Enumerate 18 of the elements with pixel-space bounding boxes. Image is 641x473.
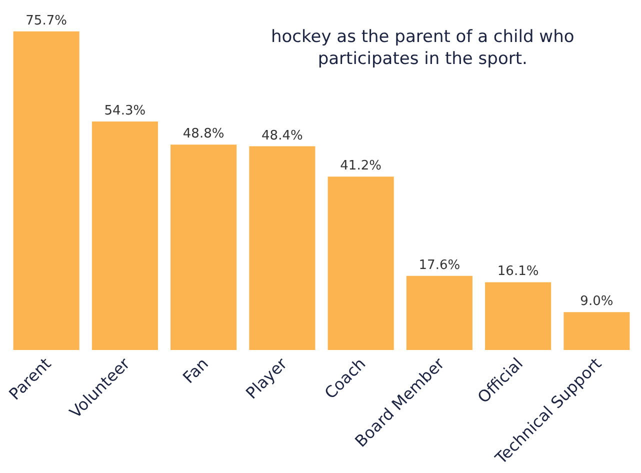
bar xyxy=(328,176,394,350)
annotation: hockey as the parent of a child who participates in the sport. xyxy=(271,27,574,70)
data-label: 16.1% xyxy=(497,264,539,280)
data-label: 17.6% xyxy=(418,258,460,273)
bar xyxy=(170,144,237,350)
data-label: 48.4% xyxy=(262,128,303,144)
data-label: 41.2% xyxy=(340,158,382,174)
x-tick-label: Fan xyxy=(179,354,212,388)
data-label: 54.3% xyxy=(104,103,146,118)
bar xyxy=(406,276,472,350)
bar xyxy=(485,282,552,350)
bar xyxy=(13,31,80,350)
bar xyxy=(92,121,158,350)
bar xyxy=(249,146,316,350)
bar xyxy=(564,312,630,350)
data-label: 75.7% xyxy=(26,13,67,28)
data-label: 9.0% xyxy=(580,294,614,310)
data-label: 48.8% xyxy=(182,126,224,142)
